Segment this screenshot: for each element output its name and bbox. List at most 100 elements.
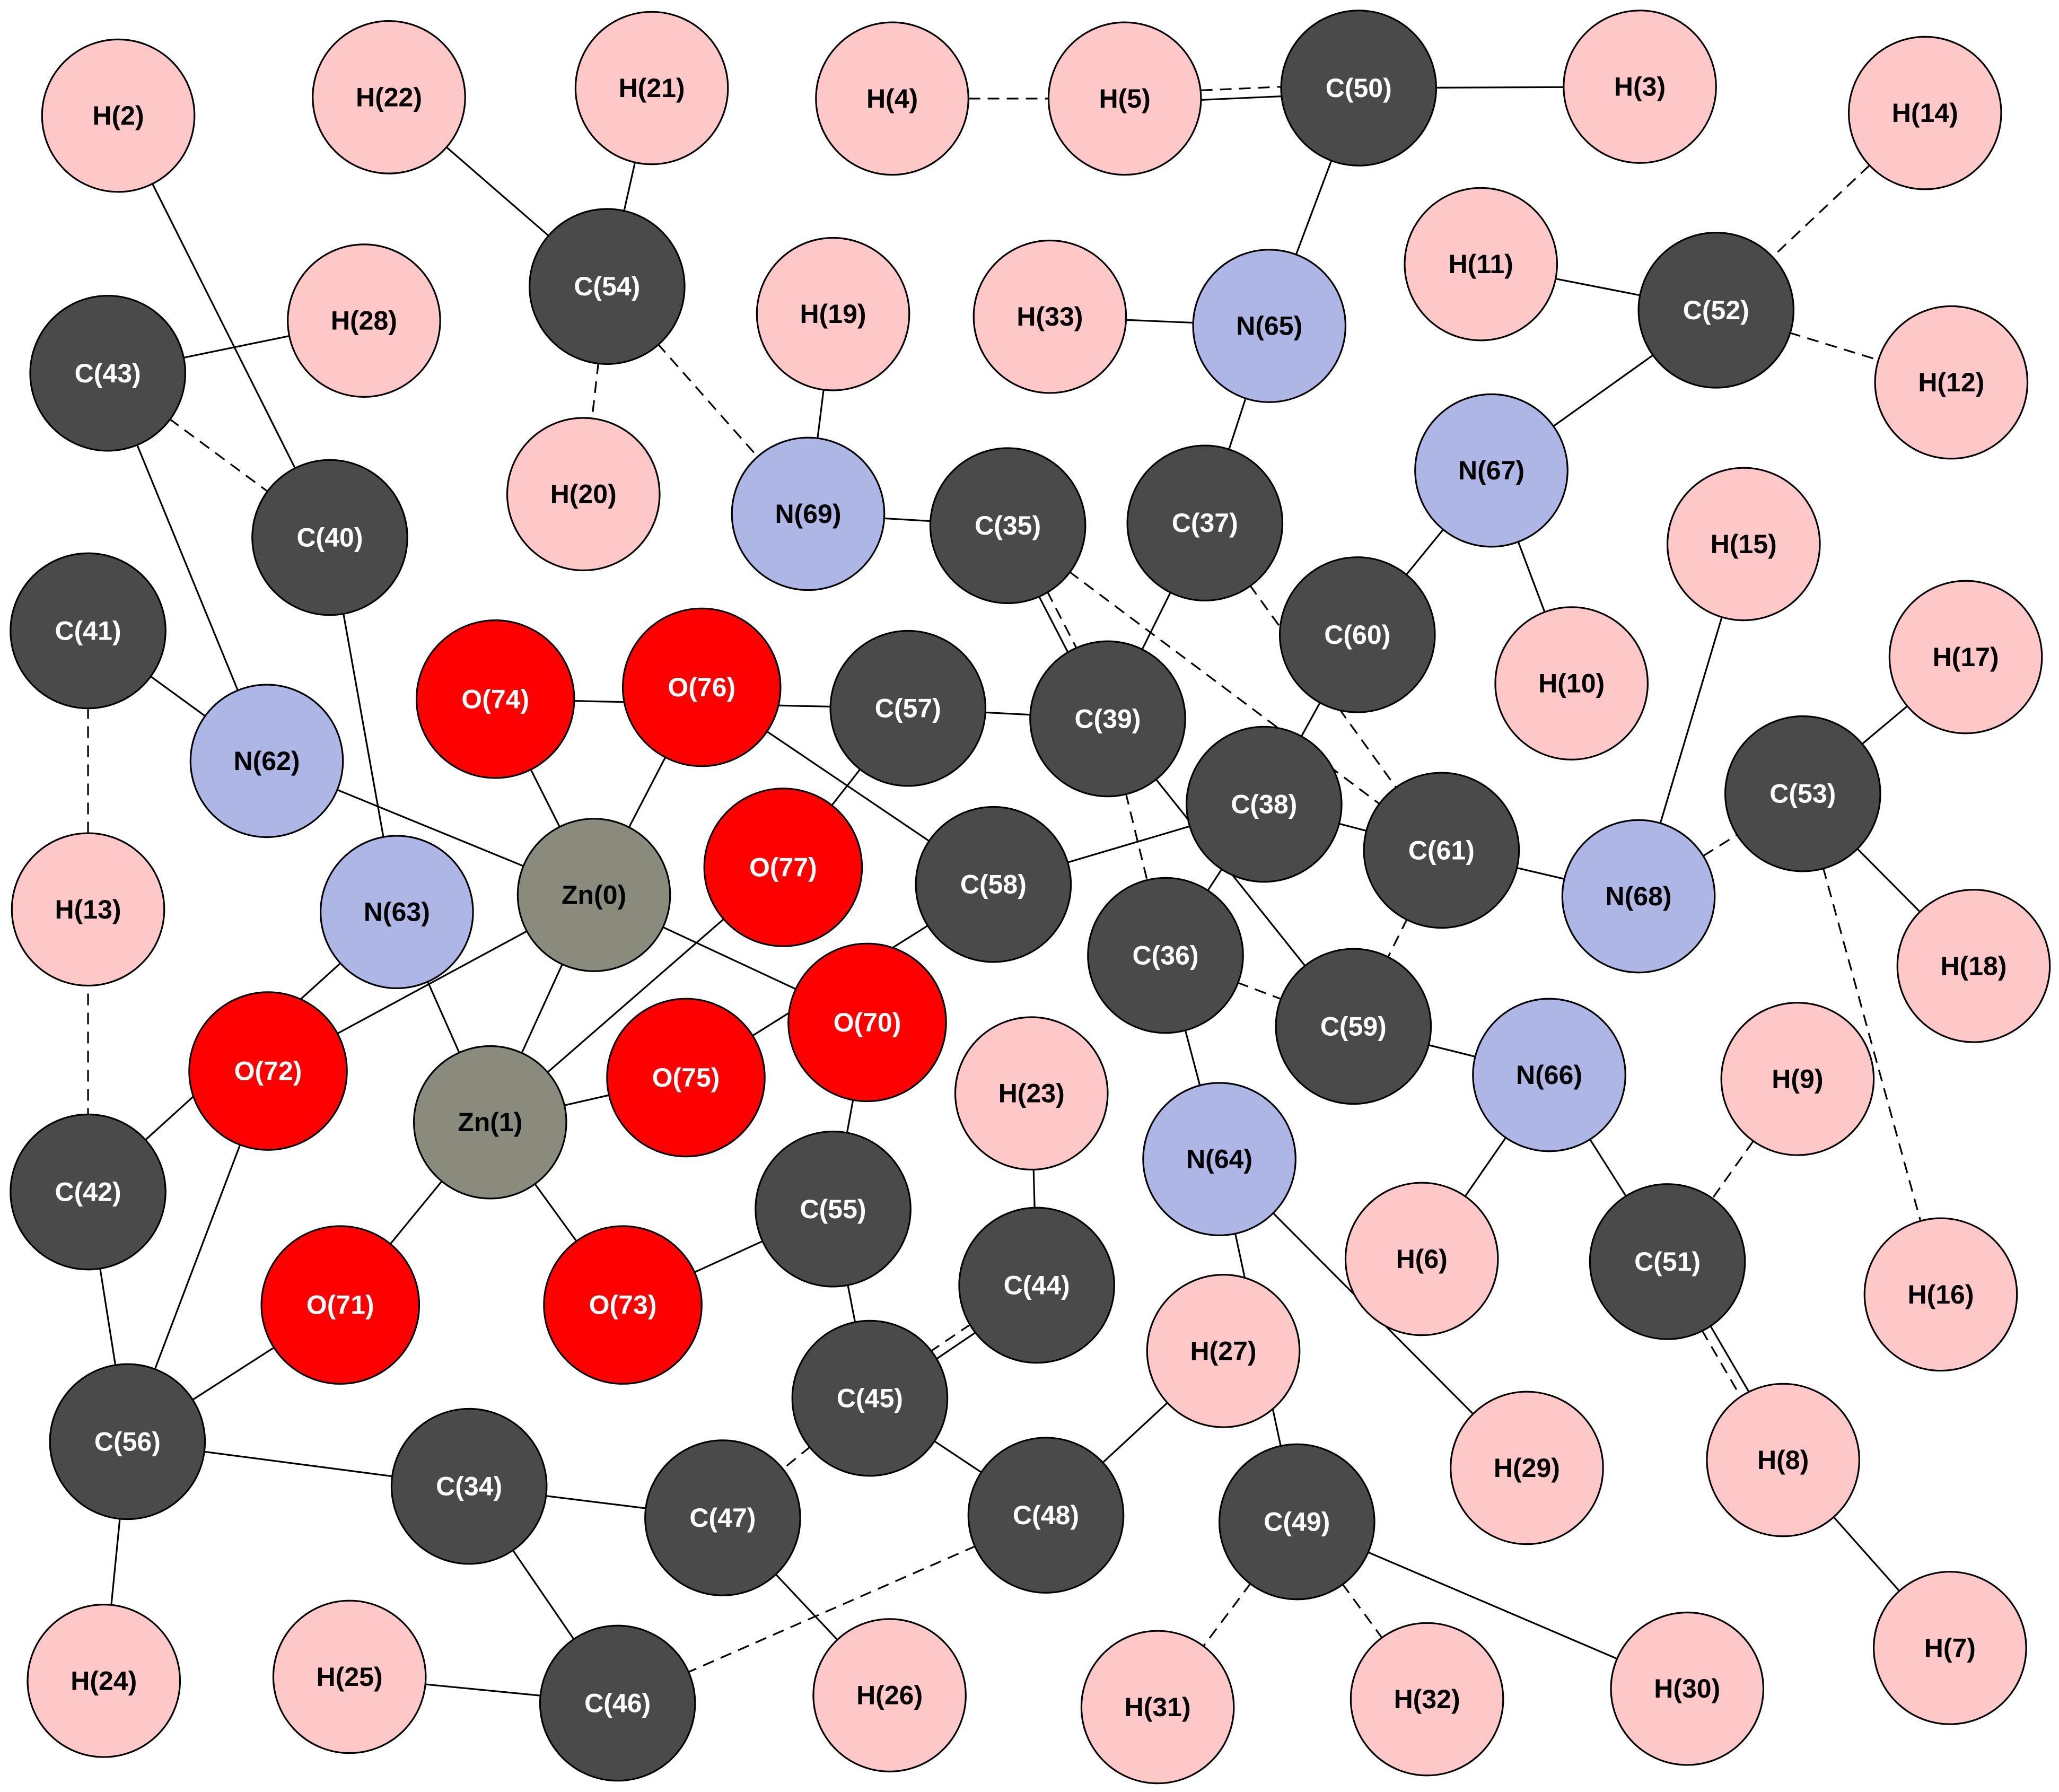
atom-node-h7: [1873, 1571, 2027, 1725]
atom-node-h27: [1146, 1274, 1301, 1428]
atom-h30: H(30): [1610, 1611, 1765, 1766]
atom-n62: N(62): [189, 684, 344, 838]
atom-node-h25: [272, 1599, 427, 1754]
atom-label-n65: N(65): [1236, 311, 1302, 341]
atom-c56: C(56): [49, 1363, 206, 1520]
atom-label-h2: H(2): [92, 101, 144, 130]
atom-label-o76: O(76): [668, 672, 735, 702]
atom-o75: O(75): [606, 998, 766, 1158]
atom-label-o70: O(70): [834, 1008, 901, 1037]
atom-label-h20: H(20): [550, 479, 617, 509]
atom-h12: H(12): [1874, 305, 2029, 460]
atom-c34: C(34): [390, 1408, 548, 1565]
atom-h28: H(28): [287, 243, 441, 398]
atom-c49: C(49): [1218, 1443, 1375, 1601]
atom-c44: C(44): [958, 1207, 1115, 1364]
atom-h24: H(24): [27, 1604, 181, 1758]
atom-node-h23: [954, 1016, 1109, 1171]
bond-c44-c45: [866, 1280, 1035, 1395]
atom-label-c60: C(60): [1324, 620, 1390, 650]
atom-node-h15: [1666, 467, 1821, 622]
atom-node-h28: [287, 243, 441, 398]
atom-node-c60: [1278, 556, 1436, 713]
atom-node-h32: [1350, 1622, 1504, 1777]
atom-c59: C(59): [1275, 948, 1432, 1105]
atom-zn0: Zn(0): [516, 818, 671, 972]
atom-h14: H(14): [1847, 36, 2002, 190]
atom-label-h5: H(5): [1099, 84, 1151, 113]
atom-label-h26: H(26): [856, 1681, 923, 1710]
atom-label-h33: H(33): [1017, 302, 1083, 331]
atom-h23: H(23): [954, 1016, 1109, 1171]
atom-c50: C(50): [1280, 10, 1438, 167]
atom-label-h22: H(22): [356, 82, 422, 112]
atom-n66: N(66): [1472, 998, 1626, 1152]
atom-node-c59: [1275, 948, 1432, 1105]
atom-node-c36: [1087, 877, 1244, 1034]
atom-label-n68: N(68): [1606, 881, 1672, 911]
atom-node-o74: [415, 619, 575, 779]
atom-node-c46: [539, 1624, 696, 1782]
atom-label-h14: H(14): [1892, 98, 1958, 128]
atom-h11: H(11): [1404, 187, 1558, 342]
atom-label-c48: C(48): [1013, 1500, 1079, 1530]
atom-label-c55: C(55): [800, 1194, 866, 1224]
atom-node-c49: [1218, 1443, 1375, 1601]
atom-node-c61: [1363, 772, 1520, 929]
atom-node-h18: [1896, 889, 2051, 1043]
atom-c47: C(47): [644, 1439, 801, 1596]
atom-label-c49: C(49): [1264, 1507, 1330, 1537]
atom-node-o75: [606, 998, 766, 1158]
atom-h22: H(22): [312, 20, 466, 174]
atom-c52: C(52): [1637, 232, 1795, 389]
atom-label-c50: C(50): [1326, 73, 1392, 103]
atom-label-c42: C(42): [55, 1177, 121, 1207]
atom-node-h19: [756, 237, 910, 391]
atom-label-n62: N(62): [234, 746, 300, 776]
atom-node-zn1: [413, 1045, 567, 1200]
atom-label-h8: H(8): [1757, 1445, 1809, 1475]
atom-node-h21: [574, 11, 729, 165]
atom-n64: N(64): [1142, 1082, 1296, 1236]
atom-label-o77: O(77): [749, 852, 817, 882]
atom-n67: N(67): [1414, 393, 1569, 548]
atom-node-c39: [1029, 640, 1186, 798]
atom-node-h3: [1563, 10, 1717, 164]
atom-node-c34: [390, 1408, 548, 1565]
atom-c54: C(54): [529, 208, 686, 365]
atom-node-zn0: [516, 818, 671, 972]
atom-o72: O(72): [188, 991, 348, 1151]
atom-node-c47: [644, 1439, 801, 1596]
atom-node-n63: [320, 835, 474, 990]
atom-node-h33: [972, 239, 1127, 394]
atom-c46: C(46): [539, 1624, 696, 1782]
atom-label-h29: H(29): [1494, 1453, 1560, 1483]
atom-label-c54: C(54): [574, 272, 640, 301]
atom-label-h9: H(9): [1772, 1064, 1823, 1094]
atom-node-h11: [1404, 187, 1558, 342]
atom-node-h6: [1344, 1182, 1499, 1336]
atom-c37: C(37): [1126, 444, 1284, 602]
atom-node-h16: [1863, 1217, 2018, 1372]
atom-node-c40: [251, 459, 408, 616]
atom-label-h23: H(23): [998, 1079, 1065, 1108]
atom-label-c56: C(56): [94, 1427, 161, 1456]
atom-node-h31: [1080, 1630, 1235, 1785]
atom-label-c37: C(37): [1172, 508, 1238, 538]
atom-node-h24: [27, 1604, 181, 1758]
atom-node-h20: [506, 417, 661, 572]
atom-c41: C(41): [10, 552, 167, 710]
atom-n69: N(69): [731, 436, 886, 591]
atom-h27: H(27): [1146, 1274, 1301, 1428]
atom-label-n64: N(64): [1186, 1144, 1252, 1174]
atom-node-h4: [815, 21, 969, 176]
atom-node-n69: [731, 436, 886, 591]
atom-node-n62: [189, 684, 344, 838]
atom-label-c39: C(39): [1074, 704, 1141, 733]
atom-label-c44: C(44): [1004, 1270, 1070, 1300]
atom-h15: H(15): [1666, 467, 1821, 622]
atom-node-c52: [1637, 232, 1795, 389]
atom-label-h27: H(27): [1190, 1336, 1257, 1366]
atom-node-c41: [10, 552, 167, 710]
atom-label-h16: H(16): [1907, 1280, 1974, 1309]
